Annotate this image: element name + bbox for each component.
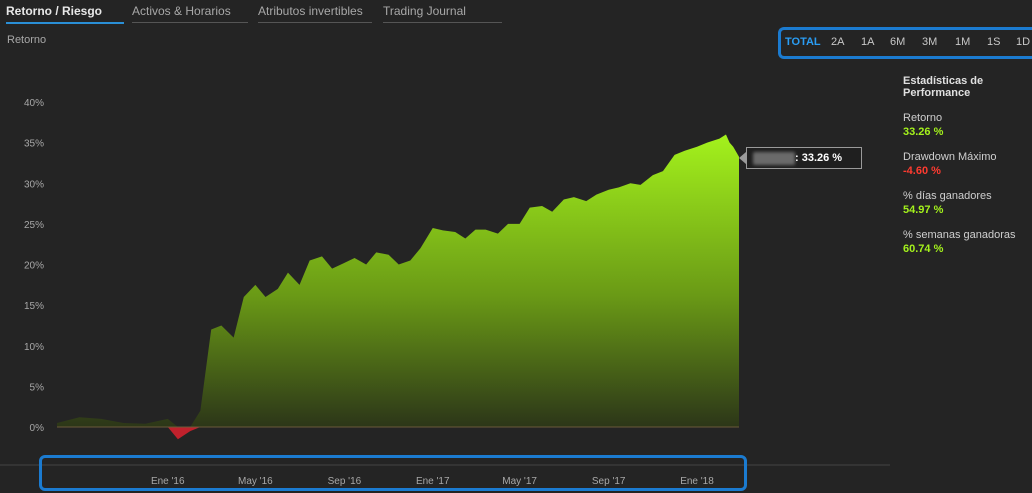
stat-value-retorno: 33.26 % <box>903 126 944 138</box>
blurred-series-name <box>753 152 795 165</box>
stat-value-semanas-ganadoras: 60.74 % <box>903 243 944 255</box>
stat-value-drawdown: -4.60 % <box>903 165 941 177</box>
x-tick-label: Ene '17 <box>416 476 450 487</box>
x-axis-highlight <box>39 455 747 491</box>
range-1s-button[interactable]: 1S <box>987 36 1001 48</box>
return-area-positive <box>57 134 739 427</box>
range-total-button[interactable]: TOTAL <box>785 36 821 48</box>
value-tooltip: : 33.26 % <box>746 147 862 169</box>
range-1m-button[interactable]: 1M <box>955 36 971 48</box>
range-1a-button[interactable]: 1A <box>861 36 875 48</box>
stat-label-semanas-ganadoras: % semanas ganadoras <box>903 229 1016 241</box>
range-6m-button[interactable]: 6M <box>890 36 906 48</box>
stat-label-drawdown: Drawdown Máximo <box>903 151 997 163</box>
x-tick-label: Sep '16 <box>328 476 362 487</box>
tab-trading-journal[interactable]: Trading Journal <box>383 4 502 23</box>
x-tick-label: Ene '16 <box>151 476 185 487</box>
stat-value-dias-ganadores: 54.97 % <box>903 204 944 216</box>
x-tick-label: Ene '18 <box>680 476 714 487</box>
range-2a-button[interactable]: 2A <box>831 36 845 48</box>
y-tick-label: 15% <box>24 301 44 312</box>
stats-title: Estadísticas de Performance <box>903 75 984 99</box>
range-selector-highlight <box>778 27 1032 59</box>
stat-label-dias-ganadores: % días ganadores <box>903 190 992 202</box>
tooltip-value: : 33.26 % <box>795 152 843 164</box>
range-3m-button[interactable]: 3M <box>922 36 938 48</box>
y-tick-label: 20% <box>24 261 44 272</box>
tooltip-arrow <box>739 152 746 164</box>
stat-label-retorno: Retorno <box>903 112 943 124</box>
y-tick-label: 10% <box>24 342 44 353</box>
tab-activos-horarios[interactable]: Activos & Horarios <box>132 4 248 23</box>
y-tick-label: 40% <box>24 98 44 109</box>
y-tick-label: 30% <box>24 179 44 190</box>
return-chart[interactable]: 0% 5% 10% 15% 20% 25% 30% 35% 40% Ene '16 May '16… <box>0 95 890 490</box>
range-1d-button[interactable]: 1D <box>1016 36 1031 48</box>
x-tick-label: May '17 <box>502 476 537 487</box>
y-tick-label: 0% <box>30 423 45 434</box>
return-area-negative <box>57 427 739 440</box>
y-tick-label: 25% <box>24 220 44 231</box>
y-axis: 0% 5% 10% 15% 20% 25% 30% 35% 40% <box>24 98 44 434</box>
y-tick-label: 35% <box>24 139 44 150</box>
x-tick-label: May '16 <box>238 476 273 487</box>
x-axis: Ene '16 May '16 Sep '16 Ene '17 May '17 Sep '… <box>151 476 714 487</box>
y-tick-label: 5% <box>30 382 45 393</box>
x-tick-label: Sep '17 <box>592 476 626 487</box>
tab-atributos-invertibles[interactable]: Atributos invertibles <box>258 4 372 23</box>
section-label: Retorno <box>7 34 47 46</box>
tab-retorno-riesgo[interactable]: Retorno / Riesgo <box>6 4 124 24</box>
